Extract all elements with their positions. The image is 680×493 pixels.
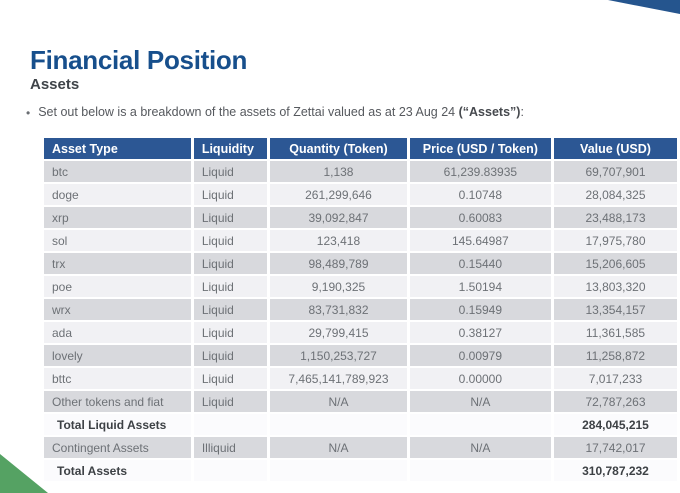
table-row: Other tokens and fiat Liquid N/A N/A 72,787,… — [44, 391, 677, 412]
cell-quantity: 1,150,253,727 — [270, 345, 407, 366]
cell-liquidity: Liquid — [193, 230, 268, 251]
cell-price: 145.64987 — [409, 230, 551, 251]
cell-price — [409, 460, 551, 481]
cell-liquidity: Liquid — [193, 276, 268, 297]
cell-quantity: 261,299,646 — [270, 184, 407, 205]
cell-liquidity: Liquid — [193, 161, 268, 182]
header-liquidity: Liquidity — [193, 138, 268, 159]
table-row: ada Liquid 29,799,415 0.38127 11,361,585 — [44, 322, 677, 343]
intro-text: Set out below is a breakdown of the asse… — [38, 105, 524, 119]
cell-asset: poe — [44, 276, 191, 297]
cell-quantity: 83,731,832 — [270, 299, 407, 320]
cell-price: 0.60083 — [409, 207, 551, 228]
cell-asset: lovely — [44, 345, 191, 366]
cell-asset: xrp — [44, 207, 191, 228]
cell-price: 61,239.83935 — [409, 161, 551, 182]
cell-liquidity: Liquid — [193, 391, 268, 412]
cell-value: 13,803,320 — [553, 276, 677, 297]
cell-asset: bttc — [44, 368, 191, 389]
table-row: wrx Liquid 83,731,832 0.15949 13,354,157 — [44, 299, 677, 320]
table-row: Total Liquid Assets 284,045,215 — [44, 414, 677, 435]
cell-liquidity: Liquid — [193, 253, 268, 274]
header-price: Price (USD / Token) — [409, 138, 551, 159]
asset-table-body: btc Liquid 1,138 61,239.83935 69,707,901 doge… — [44, 161, 677, 481]
cell-quantity: 98,489,789 — [270, 253, 407, 274]
table-row: trx Liquid 98,489,789 0.15440 15,206,605 — [44, 253, 677, 274]
cell-price: 1.50194 — [409, 276, 551, 297]
cell-value: 28,084,325 — [553, 184, 677, 205]
cell-quantity: N/A — [270, 437, 407, 458]
cell-value: 69,707,901 — [553, 161, 677, 182]
assets-table: Asset Type Liquidity Quantity (Token) Pr… — [41, 136, 680, 483]
cell-asset: Contingent Assets — [44, 437, 191, 458]
cell-value: 13,354,157 — [553, 299, 677, 320]
cell-asset: wrx — [44, 299, 191, 320]
table-row: Contingent Assets Illiquid N/A N/A 17,742,01… — [44, 437, 677, 458]
cell-value: 310,787,232 — [553, 460, 677, 481]
cell-value: 72,787,263 — [553, 391, 677, 412]
cell-price: 0.10748 — [409, 184, 551, 205]
table-row: lovely Liquid 1,150,253,727 0.00979 11,258,8… — [44, 345, 677, 366]
cell-price: 0.15440 — [409, 253, 551, 274]
cell-asset: sol — [44, 230, 191, 251]
header-value: Value (USD) — [553, 138, 677, 159]
cell-value: 23,488,173 — [553, 207, 677, 228]
cell-liquidity: Liquid — [193, 322, 268, 343]
cell-liquidity — [193, 460, 268, 481]
cell-liquidity: Liquid — [193, 368, 268, 389]
cell-liquidity — [193, 414, 268, 435]
table-row: bttc Liquid 7,465,141,789,923 0.00000 7,017,… — [44, 368, 677, 389]
cell-price: 0.38127 — [409, 322, 551, 343]
bullet-icon: • — [26, 106, 31, 120]
cell-liquidity: Liquid — [193, 299, 268, 320]
cell-value: 15,206,605 — [553, 253, 677, 274]
cell-value: 7,017,233 — [553, 368, 677, 389]
table-row: xrp Liquid 39,092,847 0.60083 23,488,173 — [44, 207, 677, 228]
corner-accent-top-right — [608, 0, 680, 14]
cell-price: 0.00000 — [409, 368, 551, 389]
cell-price — [409, 414, 551, 435]
page-subtitle: Assets — [30, 76, 80, 94]
cell-quantity: 29,799,415 — [270, 322, 407, 343]
cell-quantity: 7,465,141,789,923 — [270, 368, 407, 389]
cell-quantity: 9,190,325 — [270, 276, 407, 297]
cell-value: 11,361,585 — [553, 322, 677, 343]
cell-asset: doge — [44, 184, 191, 205]
cell-quantity: 39,092,847 — [270, 207, 407, 228]
table-row: doge Liquid 261,299,646 0.10748 28,084,325 — [44, 184, 677, 205]
cell-value: 17,742,017 — [553, 437, 677, 458]
cell-price: 0.15949 — [409, 299, 551, 320]
cell-asset: Total Liquid Assets — [44, 414, 191, 435]
cell-quantity: N/A — [270, 391, 407, 412]
cell-value: 17,975,780 — [553, 230, 677, 251]
cell-asset: Total Assets — [44, 460, 191, 481]
cell-asset: btc — [44, 161, 191, 182]
cell-liquidity: Illiquid — [193, 437, 268, 458]
cell-asset: Other tokens and fiat — [44, 391, 191, 412]
cell-asset: trx — [44, 253, 191, 274]
page-title: Financial Position — [30, 45, 248, 76]
cell-liquidity: Liquid — [193, 184, 268, 205]
header-asset-type: Asset Type — [44, 138, 191, 159]
intro-bullet: • Set out below is a breakdown of the as… — [26, 105, 524, 121]
cell-liquidity: Liquid — [193, 207, 268, 228]
cell-price: N/A — [409, 437, 551, 458]
cell-quantity — [270, 414, 407, 435]
header-quantity: Quantity (Token) — [270, 138, 407, 159]
cell-quantity — [270, 460, 407, 481]
cell-quantity: 1,138 — [270, 161, 407, 182]
cell-price: N/A — [409, 391, 551, 412]
table-row: sol Liquid 123,418 145.64987 17,975,780 — [44, 230, 677, 251]
cell-value: 11,258,872 — [553, 345, 677, 366]
table-header-row: Asset Type Liquidity Quantity (Token) Pr… — [44, 138, 677, 159]
cell-liquidity: Liquid — [193, 345, 268, 366]
table-row: btc Liquid 1,138 61,239.83935 69,707,901 — [44, 161, 677, 182]
cell-quantity: 123,418 — [270, 230, 407, 251]
table-row: Total Assets 310,787,232 — [44, 460, 677, 481]
table-row: poe Liquid 9,190,325 1.50194 13,803,320 — [44, 276, 677, 297]
cell-asset: ada — [44, 322, 191, 343]
cell-price: 0.00979 — [409, 345, 551, 366]
cell-value: 284,045,215 — [553, 414, 677, 435]
